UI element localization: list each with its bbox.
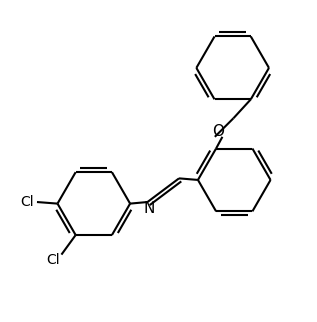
Text: Cl: Cl <box>47 253 60 267</box>
Text: O: O <box>213 124 225 139</box>
Text: Cl: Cl <box>21 195 34 209</box>
Text: N: N <box>144 201 155 216</box>
